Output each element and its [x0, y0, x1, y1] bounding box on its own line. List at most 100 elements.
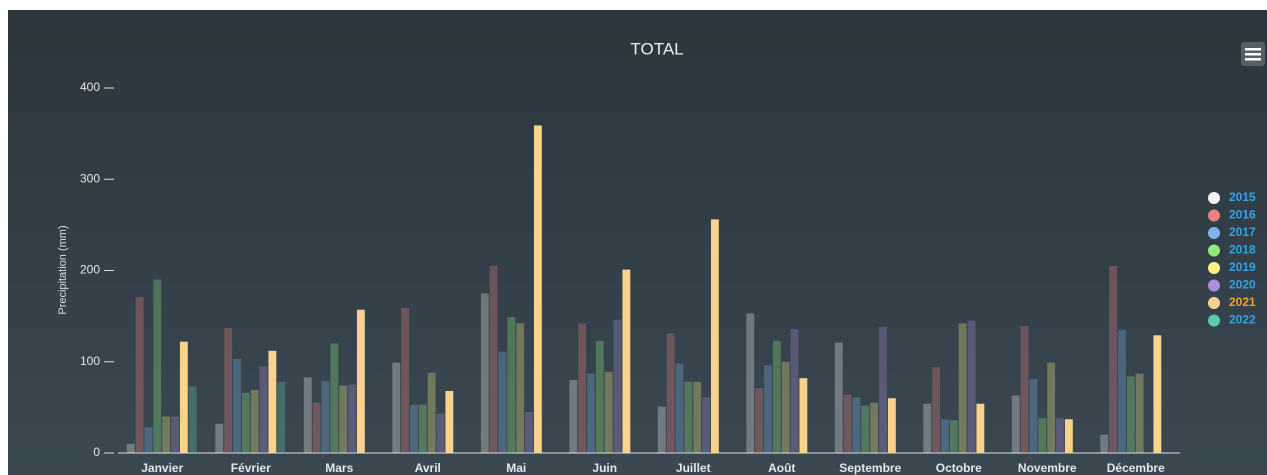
bar [976, 403, 985, 453]
bar [702, 397, 710, 453]
bar [834, 342, 843, 453]
x-tick-label: Mai [506, 461, 526, 475]
bar [675, 363, 684, 453]
y-tick-label: 400 [80, 80, 100, 94]
bar [162, 416, 171, 453]
bar [587, 373, 595, 453]
bar [250, 390, 259, 453]
bar [480, 293, 489, 453]
bar [1064, 419, 1073, 453]
bar [1153, 335, 1162, 453]
bar [1011, 395, 1020, 453]
bar [604, 371, 613, 453]
x-tick-label: Octobre [936, 461, 982, 475]
bar [666, 333, 675, 453]
bar [1038, 418, 1047, 453]
bar [427, 372, 436, 453]
bar [1135, 373, 1144, 453]
bar [595, 340, 604, 453]
legend-marker [1208, 227, 1220, 239]
bar [861, 405, 870, 453]
bar [887, 398, 896, 453]
bar [516, 323, 525, 453]
bar [144, 427, 153, 453]
bar [135, 296, 144, 453]
bar [1029, 379, 1038, 453]
legend-label: 2022 [1229, 313, 1256, 327]
x-tick-label: Juillet [676, 461, 711, 475]
bar [923, 403, 932, 453]
bar [392, 362, 401, 453]
bar [224, 327, 233, 453]
bar [303, 377, 312, 453]
bar [958, 323, 967, 453]
y-tick-label: 100 [80, 354, 100, 368]
bar [401, 307, 410, 453]
bar [498, 351, 507, 453]
x-tick-label: Août [768, 461, 795, 475]
legend-label: 2016 [1229, 208, 1256, 222]
bar [1047, 362, 1056, 453]
bar [693, 381, 702, 453]
bar [233, 359, 241, 453]
bar [418, 404, 427, 453]
bar [710, 219, 719, 453]
bar [312, 402, 321, 453]
bar [179, 341, 188, 453]
bar [533, 125, 542, 453]
legend-label: 2021 [1229, 295, 1256, 309]
bar [949, 420, 958, 453]
y-tick-label: 200 [80, 263, 100, 277]
bar [277, 381, 286, 453]
y-tick-label: 0 [93, 445, 100, 459]
bar [870, 402, 879, 453]
bar [1118, 329, 1126, 453]
bar [215, 423, 224, 453]
bar [1056, 418, 1064, 453]
y-axis-label: Precipitation (mm) [57, 225, 69, 314]
chart-title: TOTAL [630, 39, 683, 58]
x-tick-label: Janvier [141, 461, 183, 475]
bar [622, 269, 631, 453]
bar [879, 327, 887, 453]
bar [764, 365, 772, 453]
legend-marker [1208, 314, 1220, 327]
bar [410, 404, 418, 453]
x-tick-label: Février [231, 461, 271, 475]
bar [799, 378, 808, 453]
bar [1020, 326, 1029, 453]
bar [1100, 434, 1109, 453]
bar [1126, 376, 1135, 453]
legend-marker [1208, 244, 1220, 257]
x-tick-label: Mars [325, 461, 353, 475]
bar [241, 392, 250, 453]
bar [843, 394, 852, 453]
bar [507, 317, 516, 453]
bar [259, 366, 268, 453]
y-tick-label: 300 [80, 171, 100, 185]
bar [171, 416, 179, 453]
bar [339, 385, 348, 453]
bar [569, 380, 578, 453]
bar [445, 390, 454, 453]
legend-label: 2017 [1229, 225, 1256, 239]
legend-label: 2019 [1229, 260, 1256, 274]
x-tick-label: Avril [415, 461, 441, 475]
legend-marker [1208, 262, 1220, 274]
bar [330, 343, 339, 453]
bar [1109, 265, 1118, 453]
legend-marker [1208, 279, 1220, 292]
legend-label: 2020 [1229, 278, 1256, 292]
bar [188, 386, 197, 453]
bar [436, 413, 445, 453]
menu-button[interactable] [1241, 42, 1265, 66]
bar [772, 340, 781, 453]
bar [852, 397, 861, 453]
bar [941, 419, 949, 453]
legend-label: 2015 [1229, 190, 1256, 204]
bar [321, 380, 330, 453]
bar [755, 388, 764, 453]
bar [657, 406, 666, 453]
legend-marker [1208, 297, 1220, 309]
x-tick-label: Novembre [1018, 461, 1077, 475]
